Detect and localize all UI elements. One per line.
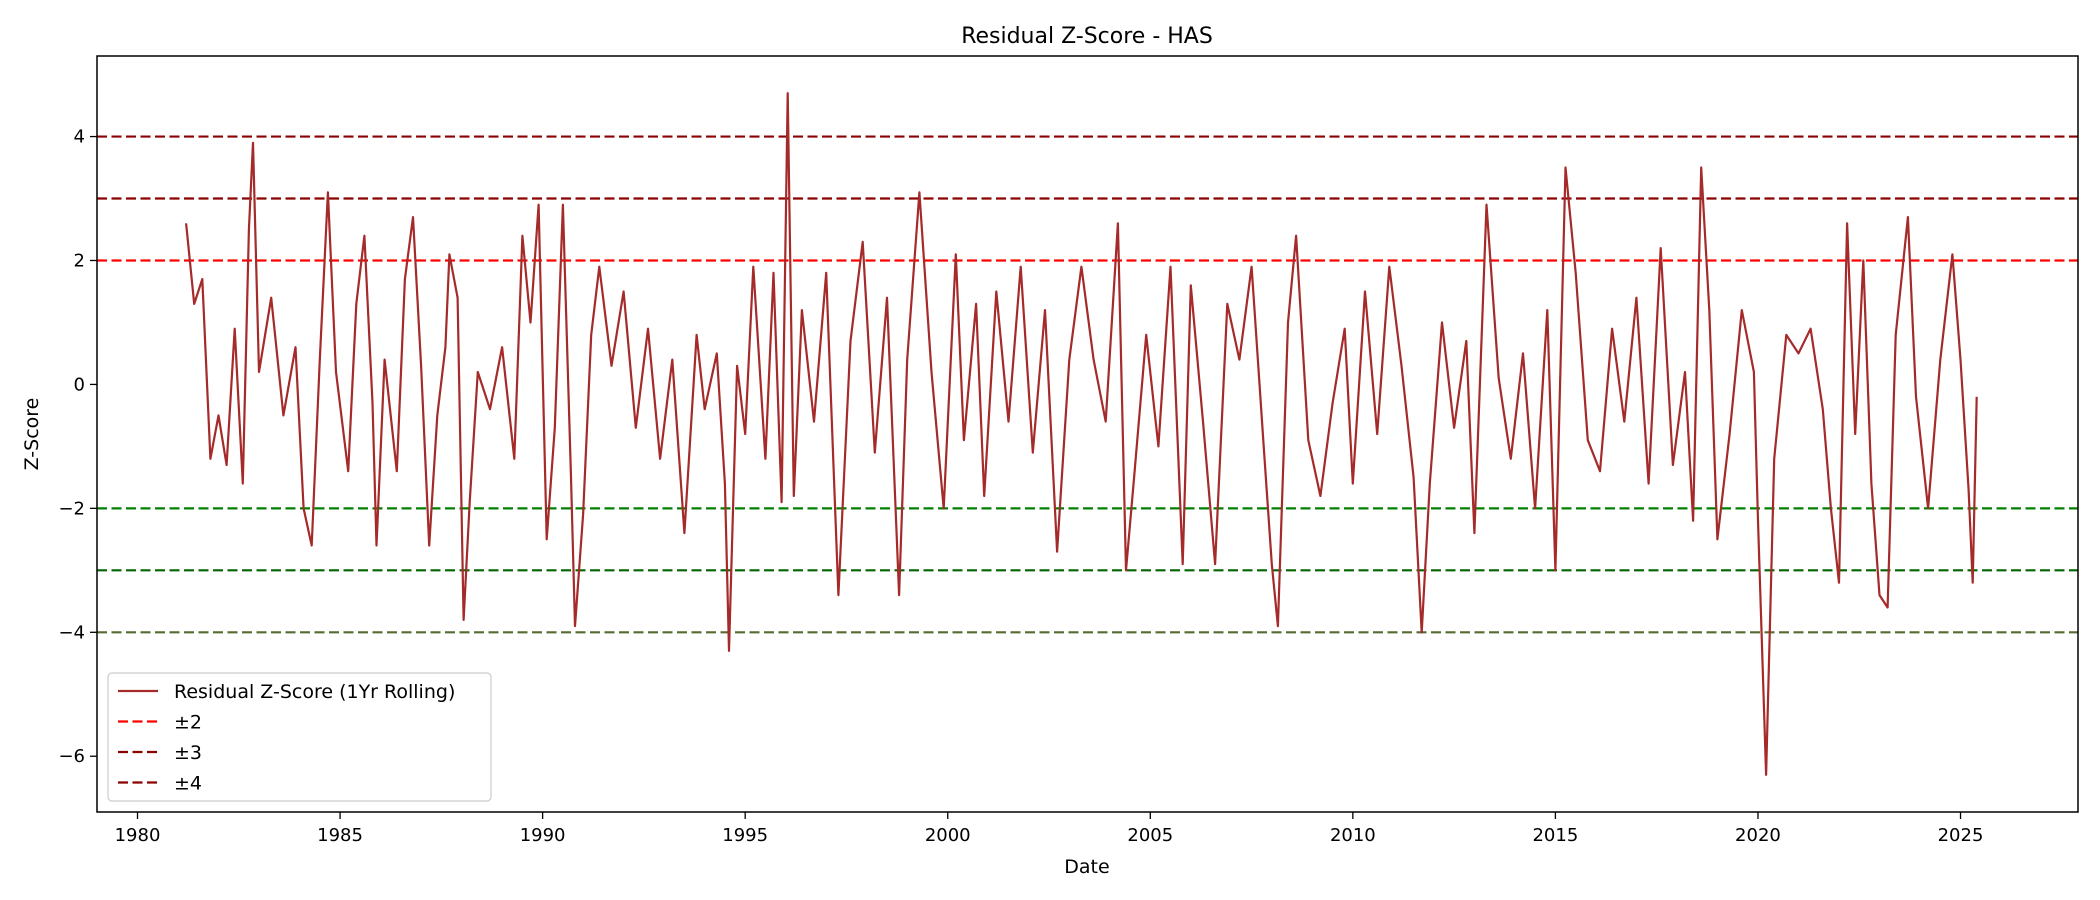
x-tick-label: 2005: [1127, 825, 1173, 846]
plot-frame: [96, 55, 2079, 813]
reference-lines: [97, 135, 2078, 634]
x-tick-label: 2025: [1938, 825, 1984, 846]
y-tick-label: 2: [74, 250, 85, 271]
y-tick-label: 0: [74, 374, 85, 395]
y-tick-label: −6: [58, 746, 85, 767]
y-tick-label: −4: [58, 622, 85, 643]
legend-box: [107, 672, 492, 802]
y-axis-ticks: 4 2 0 −2 −4 −6: [58, 127, 97, 767]
series-layer: [185, 92, 1978, 776]
y-tick-label: 4: [74, 127, 85, 148]
x-tick-label: 2010: [1330, 825, 1376, 846]
x-tick-label: 1995: [722, 825, 768, 846]
chart-title: Residual Z-Score - HAS: [961, 24, 1213, 49]
x-axis-ticks: 1980 1985 1990 1995 2000 2005 2010 2015 2020 2025: [115, 812, 1984, 846]
legend-label: ±2: [174, 712, 202, 734]
x-tick-label: 2000: [925, 825, 971, 846]
legend: Residual Z-Score (1Yr Rolling) ±2 ±3 ±4: [107, 672, 492, 802]
x-tick-label: 1990: [520, 825, 566, 846]
y-tick-label: −2: [58, 498, 85, 519]
legend-label: ±4: [174, 773, 202, 795]
series-line: [185, 92, 1978, 776]
x-tick-label: 1985: [317, 825, 363, 846]
legend-label: ±3: [174, 742, 202, 764]
legend-label: Residual Z-Score (1Yr Rolling): [174, 681, 455, 703]
y-axis-label: Z-Score: [21, 398, 43, 471]
x-tick-label: 1980: [115, 825, 161, 846]
x-axis-label: Date: [1064, 856, 1109, 878]
x-tick-label: 2020: [1735, 825, 1781, 846]
x-tick-label: 2015: [1532, 825, 1578, 846]
